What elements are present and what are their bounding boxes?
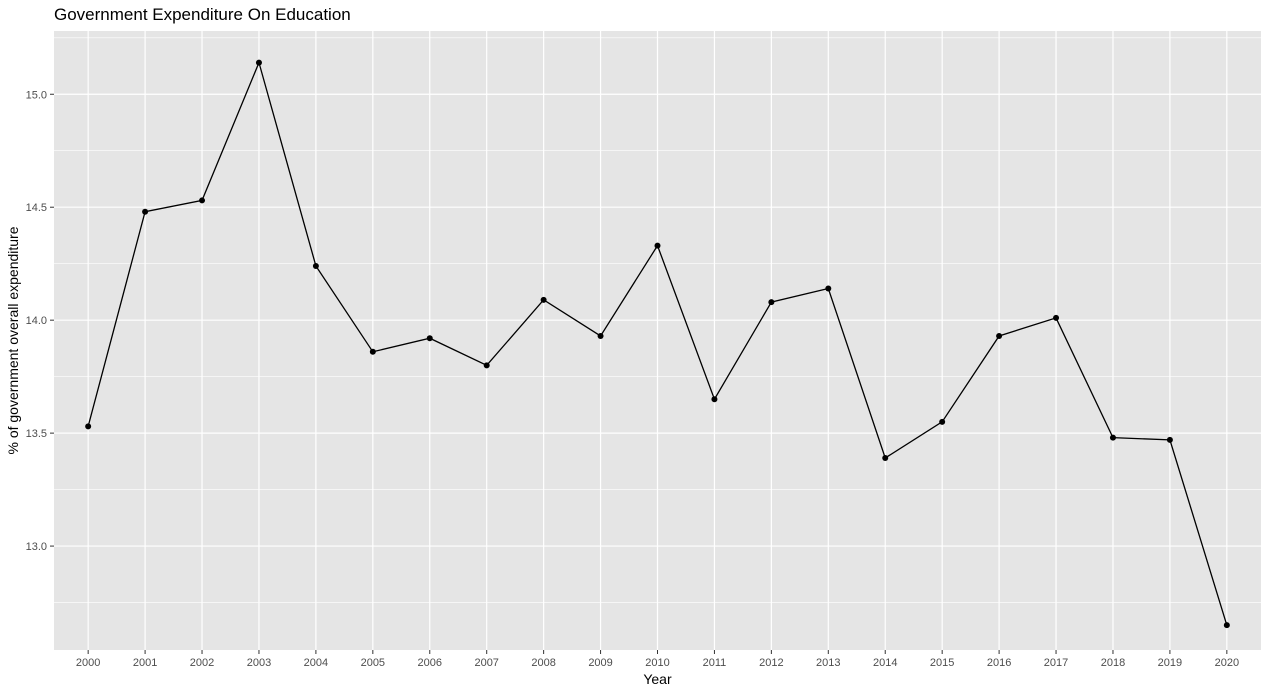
x-axis-label: Year (643, 671, 672, 687)
y-tick-label: 13.0 (26, 541, 47, 553)
x-tick-label: 2019 (1158, 657, 1182, 669)
x-axis: 2000 2001 2002 2003 2004 2005 2006 2007 2008 2009… (76, 650, 1239, 669)
x-tick-label: 2016 (987, 657, 1011, 669)
data-point (996, 332, 1003, 339)
y-axis-label: % of government overall expenditure (5, 226, 21, 454)
x-tick-label: 2020 (1215, 657, 1239, 669)
data-point (142, 208, 149, 215)
data-point (312, 262, 319, 269)
x-tick-label: 2010 (645, 657, 669, 669)
data-point (654, 242, 661, 249)
x-tick-label: 2009 (588, 657, 612, 669)
data-point (939, 418, 946, 425)
data-point (1223, 622, 1230, 629)
y-tick-label: 14.0 (26, 315, 47, 327)
data-point (1166, 436, 1173, 443)
x-tick-label: 2003 (247, 657, 271, 669)
y-tick-label: 15.0 (26, 89, 47, 101)
data-point (255, 59, 262, 66)
data-point (1053, 314, 1060, 321)
data-point (825, 285, 832, 292)
data-point (597, 332, 604, 339)
chart-title: Government Expenditure On Education (54, 5, 351, 24)
x-tick-label: 2014 (873, 657, 897, 669)
x-tick-label: 2011 (703, 657, 727, 669)
x-tick-label: 2007 (474, 657, 498, 669)
x-tick-label: 2008 (531, 657, 555, 669)
data-point (483, 362, 490, 369)
data-point (711, 396, 718, 403)
x-tick-label: 2005 (361, 657, 385, 669)
data-point (199, 197, 206, 204)
x-tick-label: 2006 (418, 657, 442, 669)
data-point (1109, 434, 1116, 441)
x-tick-label: 2002 (190, 657, 214, 669)
y-tick-label: 14.5 (26, 202, 47, 214)
x-tick-label: 2000 (76, 657, 100, 669)
data-point (768, 299, 775, 306)
y-tick-label: 13.5 (26, 428, 47, 440)
data-point (540, 296, 547, 303)
data-point (85, 423, 92, 430)
series-points (85, 59, 1230, 629)
data-point (369, 348, 376, 355)
x-tick-label: 2013 (816, 657, 840, 669)
x-tick-label: 2015 (930, 657, 954, 669)
data-point (882, 454, 889, 461)
y-axis: 13.0 13.5 14.0 14.5 15.0 (26, 89, 54, 553)
x-tick-label: 2012 (759, 657, 783, 669)
x-tick-label: 2018 (1101, 657, 1125, 669)
major-gridlines (54, 31, 1261, 650)
data-point (426, 335, 433, 342)
x-tick-label: 2001 (133, 657, 157, 669)
x-tick-label: 2017 (1044, 657, 1068, 669)
x-tick-label: 2004 (304, 657, 328, 669)
